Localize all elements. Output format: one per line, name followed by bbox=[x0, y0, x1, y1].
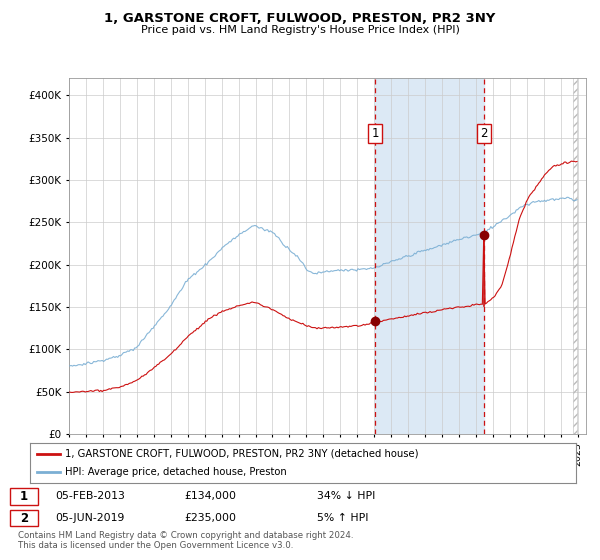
FancyBboxPatch shape bbox=[10, 488, 38, 505]
Text: 05-FEB-2013: 05-FEB-2013 bbox=[55, 492, 125, 501]
Text: Contains HM Land Registry data © Crown copyright and database right 2024.
This d: Contains HM Land Registry data © Crown c… bbox=[18, 530, 353, 550]
FancyBboxPatch shape bbox=[10, 510, 38, 526]
Text: HPI: Average price, detached house, Preston: HPI: Average price, detached house, Pres… bbox=[65, 468, 287, 477]
Bar bbox=[375, 78, 484, 434]
Text: 34% ↓ HPI: 34% ↓ HPI bbox=[317, 492, 376, 501]
Text: £134,000: £134,000 bbox=[185, 492, 237, 501]
Text: 1: 1 bbox=[371, 127, 379, 140]
Text: 1, GARSTONE CROFT, FULWOOD, PRESTON, PR2 3NY (detached house): 1, GARSTONE CROFT, FULWOOD, PRESTON, PR2… bbox=[65, 449, 419, 459]
Text: 1, GARSTONE CROFT, FULWOOD, PRESTON, PR2 3NY: 1, GARSTONE CROFT, FULWOOD, PRESTON, PR2… bbox=[104, 12, 496, 25]
Text: 5% ↑ HPI: 5% ↑ HPI bbox=[317, 514, 369, 523]
Text: 2: 2 bbox=[20, 512, 28, 525]
Text: £235,000: £235,000 bbox=[185, 514, 237, 523]
Text: Price paid vs. HM Land Registry's House Price Index (HPI): Price paid vs. HM Land Registry's House … bbox=[140, 25, 460, 35]
Text: 1: 1 bbox=[20, 490, 28, 503]
Text: 2: 2 bbox=[480, 127, 487, 140]
Text: 05-JUN-2019: 05-JUN-2019 bbox=[55, 514, 125, 523]
